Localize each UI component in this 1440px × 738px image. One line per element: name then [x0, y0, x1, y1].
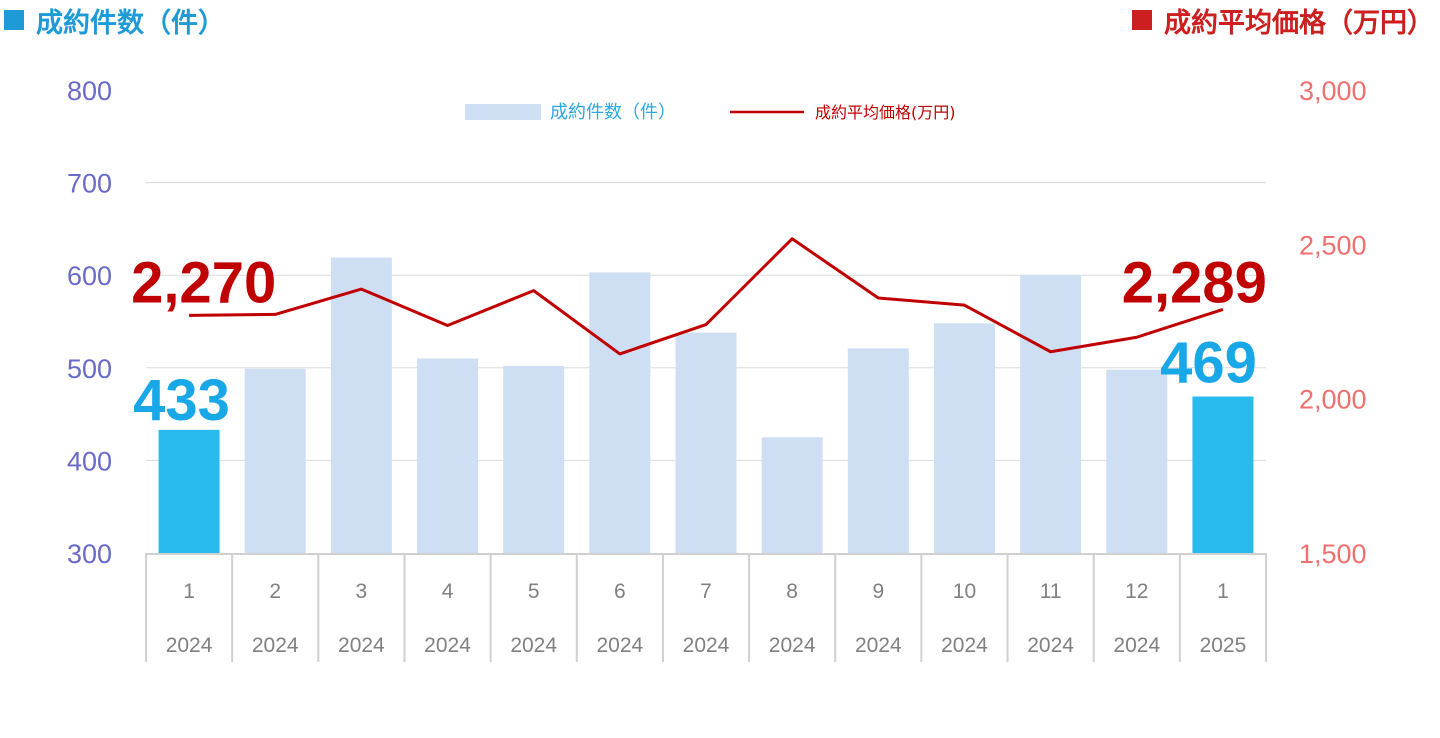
x-tick-year: 2024	[855, 634, 902, 657]
y-axis-left: 300 400 500 600 700 800	[67, 76, 112, 569]
y-tick-right: 2,500	[1299, 230, 1367, 260]
x-tick-month: 10	[953, 580, 976, 603]
bar	[933, 323, 995, 553]
x-tick-month: 1	[183, 580, 195, 603]
data-label-count-last: 469	[1160, 331, 1257, 396]
y-tick-left: 800	[67, 76, 112, 106]
x-tick-year: 2024	[683, 634, 730, 657]
bar	[417, 358, 479, 553]
x-tick-year: 2024	[1027, 634, 1074, 657]
y-tick-left: 400	[67, 446, 112, 476]
bar	[675, 332, 737, 553]
left-axis-header: 成約件数（件）	[4, 0, 225, 40]
bar	[244, 368, 306, 553]
bar	[503, 365, 565, 553]
y-tick-left: 500	[67, 354, 112, 384]
x-tick-month: 6	[614, 580, 626, 603]
x-tick-year: 2025	[1200, 634, 1247, 657]
x-tick-month: 1	[1217, 580, 1229, 603]
x-tick-year: 2024	[424, 634, 471, 657]
y-tick-left: 300	[67, 539, 112, 569]
x-tick-year: 2024	[338, 634, 385, 657]
price-line	[189, 237, 1224, 356]
line-series	[189, 237, 1224, 356]
data-label-price-first: 2,270	[131, 250, 276, 315]
legend: 成約件数（件） 成約平均価格(万円)	[465, 102, 956, 123]
x-tick-year: 2024	[1113, 634, 1160, 657]
x-tick-year: 2024	[596, 634, 643, 657]
bar	[589, 272, 651, 553]
y-tick-left: 600	[67, 261, 112, 291]
legend-label-count: 成約件数（件）	[550, 102, 676, 123]
right-axis-header-text: 成約平均価格（万円）	[1164, 7, 1434, 39]
x-tick-year: 2024	[166, 634, 213, 657]
y-tick-left: 700	[67, 169, 112, 199]
x-tick-year: 2024	[941, 634, 988, 657]
x-tick-month: 4	[442, 580, 454, 603]
x-tick-month: 5	[528, 580, 540, 603]
data-label-count-first: 433	[133, 368, 230, 433]
legend-swatch-count	[465, 104, 541, 120]
x-tick-month: 7	[700, 580, 712, 603]
y-tick-right: 2,000	[1299, 385, 1367, 415]
bar-series	[158, 257, 1254, 553]
x-tick-month: 3	[356, 580, 368, 603]
bar	[158, 429, 220, 553]
y-axis-right: 1,500 2,000 2,500 3,000	[1299, 76, 1367, 569]
blue-square-icon	[4, 10, 24, 30]
bar	[1106, 369, 1168, 553]
bar	[1020, 275, 1082, 553]
x-tick-month: 8	[786, 580, 798, 603]
data-label-price-last: 2,289	[1122, 250, 1267, 315]
x-tick-month: 9	[872, 580, 884, 603]
legend-label-price: 成約平均価格(万円)	[815, 103, 956, 122]
data-labels: 433 469 2,270 2,289	[131, 250, 1267, 433]
x-tick-year: 2024	[252, 634, 299, 657]
y-tick-right: 3,000	[1299, 76, 1367, 106]
x-tick-month: 2	[269, 580, 281, 603]
y-tick-right: 1,500	[1299, 539, 1367, 569]
x-tick-month: 11	[1040, 580, 1062, 603]
bar	[761, 437, 823, 553]
right-axis-header: 成約平均価格（万円）	[1132, 0, 1434, 40]
x-axis: 1 2024 2 2024 3 2024 4 2024 5 2024 6 2024 7 2024 8 2024…	[145, 553, 1267, 662]
bar	[847, 348, 909, 553]
bar	[1192, 396, 1254, 553]
left-axis-header-text: 成約件数（件）	[36, 7, 225, 39]
bar	[330, 257, 392, 553]
red-square-icon	[1132, 10, 1152, 30]
x-tick-month: 12	[1125, 580, 1148, 603]
x-tick-year: 2024	[510, 634, 557, 657]
x-tick-year: 2024	[769, 634, 816, 657]
